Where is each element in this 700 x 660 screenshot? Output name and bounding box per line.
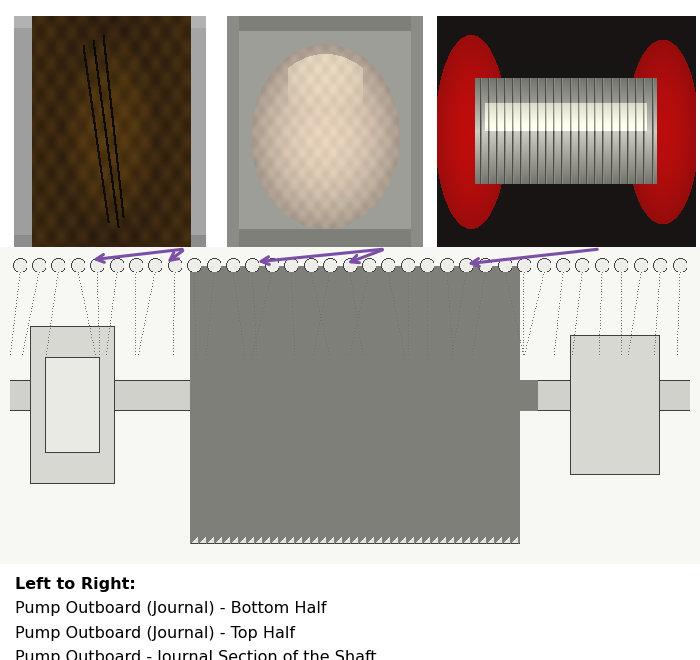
Text: Pump Outboard (Journal) - Bottom Half: Pump Outboard (Journal) - Bottom Half: [15, 601, 326, 616]
Text: Pump Outboard (Journal) - Top Half: Pump Outboard (Journal) - Top Half: [15, 626, 295, 641]
Text: Left to Right:: Left to Right:: [15, 577, 136, 592]
Text: Pump Outboard - Journal Section of the Shaft: Pump Outboard - Journal Section of the S…: [15, 650, 377, 660]
